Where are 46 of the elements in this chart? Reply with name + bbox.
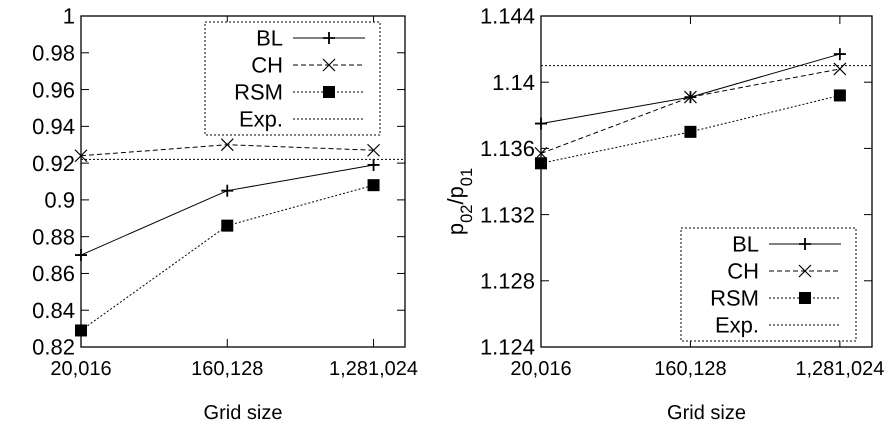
x-tick-label: 1,281,024 xyxy=(329,358,418,380)
point xyxy=(834,89,846,102)
legend-label: CH xyxy=(251,52,283,78)
legend-label: CH xyxy=(727,258,759,284)
y-tick-label: 0.98 xyxy=(32,40,75,66)
legend-label: RSM xyxy=(234,80,283,105)
point xyxy=(366,158,380,172)
x-tick-label: 20,016 xyxy=(510,358,572,380)
point xyxy=(534,146,548,160)
point xyxy=(221,220,234,232)
point xyxy=(535,157,547,170)
point xyxy=(832,47,847,61)
y-tick-label: 1 xyxy=(62,4,75,29)
y-tick-label: 0.94 xyxy=(32,114,75,140)
point xyxy=(220,184,234,198)
x-tick-label: 160,128 xyxy=(191,358,264,380)
y-tick-label: 0.84 xyxy=(32,298,75,323)
legend-label: Exp. xyxy=(714,312,759,338)
y-tick-label: 1.132 xyxy=(480,202,535,228)
x-axis-title: Grid size xyxy=(667,402,746,424)
legend-label: BL xyxy=(732,232,759,257)
x-axis-title: Grid size xyxy=(204,402,282,424)
y-tick-label: 1.128 xyxy=(480,268,535,294)
legend-label: Exp. xyxy=(238,106,283,132)
legend-label: RSM xyxy=(710,286,759,311)
x-tick-label: 160,128 xyxy=(654,358,727,380)
point xyxy=(684,126,696,138)
x-tick-label: 1,281,024 xyxy=(795,358,884,380)
y-tick-label: 0.9 xyxy=(44,188,75,213)
y-tick-label: 1.14 xyxy=(492,70,535,95)
y-tick-label: 0.96 xyxy=(32,77,75,102)
x-tick-label: 20,016 xyxy=(50,358,112,380)
y-tick-label: 0.92 xyxy=(32,150,75,176)
point xyxy=(220,138,234,152)
y-tick-label: 0.82 xyxy=(32,334,75,360)
point xyxy=(74,149,88,162)
point xyxy=(368,179,380,192)
y-tick-label: 0.88 xyxy=(32,224,75,250)
legend-label: BL xyxy=(256,26,283,51)
y-tick-label: 0.86 xyxy=(32,261,75,286)
y-tick-label: 1.144 xyxy=(480,4,535,29)
y-tick-label: 1.124 xyxy=(480,334,535,360)
point xyxy=(75,324,87,336)
point xyxy=(833,62,846,76)
y-tick-label: 1.136 xyxy=(480,136,535,162)
point xyxy=(366,144,380,157)
